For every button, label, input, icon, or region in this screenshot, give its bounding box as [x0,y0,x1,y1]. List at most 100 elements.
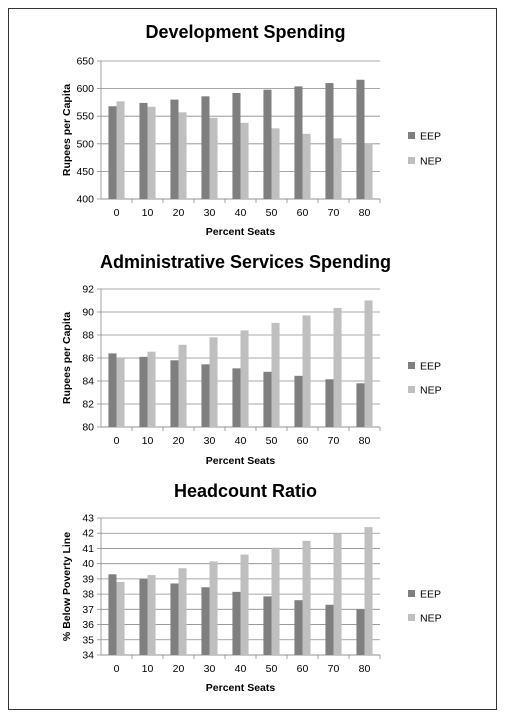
y-tick-label: 42 [82,528,94,540]
bar-eep [232,591,241,655]
bar-nep [333,533,342,655]
x-tick-label: 80 [359,663,371,675]
bar-nep [271,322,280,427]
x-tick-label: 80 [359,207,371,219]
bar-eep [170,583,179,655]
bar-eep [325,83,334,199]
legend-swatch-nep [408,157,415,164]
bar-eep [201,96,210,199]
x-tick-label: 50 [266,663,278,675]
bar-nep [116,101,125,199]
bar-nep [240,122,249,199]
bar-nep [333,138,342,199]
x-tick-label: 40 [235,663,247,675]
bar-nep [209,117,218,199]
x-tick-label: 0 [114,663,120,675]
y-axis-label: Rupees per Capita [61,312,73,404]
x-tick-label: 20 [173,207,185,219]
figure-frame [8,8,497,710]
bar-nep [364,300,373,427]
bar-nep [364,143,373,199]
x-tick-label: 10 [142,207,154,219]
bar-eep [232,93,241,199]
bar-eep [139,578,148,655]
bar-eep [356,609,365,655]
y-tick-label: 90 [82,307,94,319]
x-tick-label: 30 [204,663,216,675]
y-tick-label: 41 [82,543,94,555]
bar-eep [170,360,179,427]
bar-eep [294,375,303,427]
x-tick-label: 0 [114,435,120,447]
y-tick-label: 43 [82,513,94,525]
y-axis-label: Rupees per Capita [61,84,73,176]
bar-nep [333,307,342,427]
x-tick-label: 50 [266,435,278,447]
bar-eep [108,574,117,655]
bar-eep [294,86,303,199]
chart-title: Administrative Services Spending [100,252,391,272]
bar-nep [147,351,156,427]
y-tick-label: 400 [76,194,94,206]
legend-label-eep: EEP [420,361,441,373]
x-tick-label: 70 [328,435,340,447]
x-tick-label: 80 [359,435,371,447]
y-tick-label: 34 [82,650,94,662]
y-tick-label: 600 [76,83,94,95]
y-tick-label: 500 [76,138,94,150]
y-tick-label: 37 [82,604,94,616]
bar-nep [302,540,311,655]
y-tick-label: 82 [82,399,94,411]
legend-label-eep: EEP [420,589,441,601]
bar-eep [263,89,272,199]
bar-eep [170,99,179,199]
bar-eep [325,379,334,427]
y-tick-label: 40 [82,558,94,570]
x-tick-label: 60 [297,435,309,447]
y-tick-label: 39 [82,573,94,585]
x-tick-label: 40 [235,435,247,447]
bar-nep [302,315,311,427]
y-tick-label: 35 [82,634,94,646]
bar-nep [178,568,187,655]
x-tick-label: 50 [266,207,278,219]
bar-eep [139,356,148,427]
bar-nep [240,330,249,427]
bar-eep [263,596,272,655]
legend-label-nep: NEP [420,613,442,625]
y-tick-label: 92 [82,284,94,296]
legend-swatch-nep [408,386,415,393]
bar-eep [294,600,303,655]
bar-nep [116,581,125,655]
legend-swatch-eep [408,362,415,369]
x-tick-label: 70 [328,207,340,219]
x-tick-label: 30 [204,435,216,447]
x-axis-label: Percent Seats [206,682,276,694]
x-tick-label: 20 [173,435,185,447]
bar-eep [201,587,210,655]
chart-title: Development Spending [145,22,345,42]
y-axis-label: % Below Poverty Line [61,532,73,641]
x-tick-label: 10 [142,435,154,447]
bar-eep [232,368,241,427]
y-tick-label: 80 [82,422,94,434]
y-tick-label: 550 [76,111,94,123]
bar-nep [209,337,218,427]
x-tick-label: 40 [235,207,247,219]
legend-swatch-eep [408,590,415,597]
bar-nep [147,106,156,199]
bar-nep [116,358,125,427]
bar-nep [271,547,280,655]
x-tick-label: 10 [142,663,154,675]
y-tick-label: 650 [76,56,94,68]
x-tick-label: 60 [297,663,309,675]
bar-eep [139,102,148,199]
x-tick-label: 0 [114,207,120,219]
x-axis-label: Percent Seats [206,455,276,467]
x-tick-label: 30 [204,207,216,219]
bar-nep [364,527,373,655]
legend-swatch-eep [408,132,415,139]
y-tick-label: 38 [82,589,94,601]
bar-eep [356,383,365,427]
